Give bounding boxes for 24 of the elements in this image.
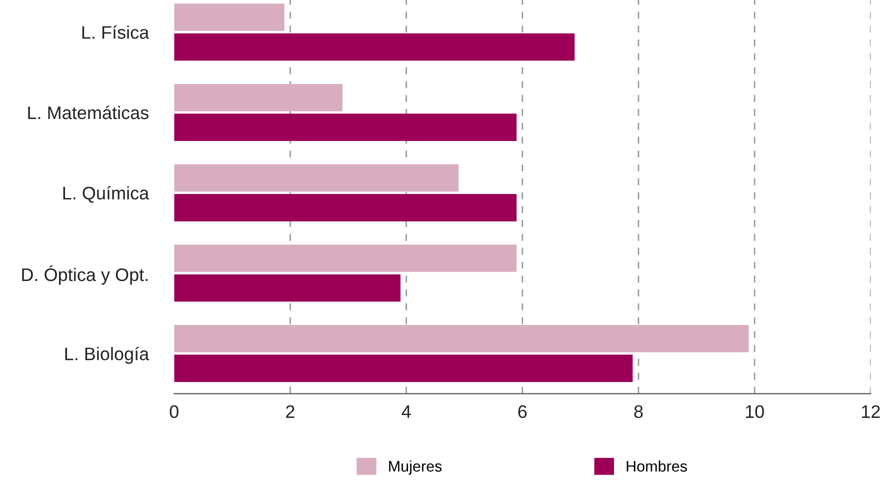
bar	[174, 244, 517, 272]
y-tick-label: D. Óptica y Opt.	[22, 265, 148, 285]
bar	[174, 33, 575, 61]
y-tick-label: L. Química	[63, 186, 150, 203]
bar	[174, 164, 459, 192]
bar	[174, 274, 401, 302]
bar	[174, 324, 749, 352]
x-tick-label: 12	[862, 405, 880, 418]
x-tick-label: 2	[286, 405, 294, 418]
y-tick-label: L. Biología	[65, 346, 150, 364]
y-tick-label: L. Física	[82, 25, 150, 39]
bar	[174, 84, 342, 112]
legend-label: Hombres	[626, 460, 687, 472]
x-tick-label: 8	[634, 405, 643, 418]
x-tick-label: 4	[402, 405, 411, 418]
bar	[174, 4, 284, 31]
x-tick-label: 6	[518, 405, 527, 418]
x-tick-label: 10	[746, 405, 764, 418]
bar	[174, 114, 517, 141]
x-tick-label: 0	[170, 405, 178, 418]
legend-label: Mujeres	[389, 460, 442, 475]
y-tick-label: L. Matemáticas	[28, 106, 148, 120]
bar	[174, 354, 633, 382]
bar	[174, 194, 517, 222]
